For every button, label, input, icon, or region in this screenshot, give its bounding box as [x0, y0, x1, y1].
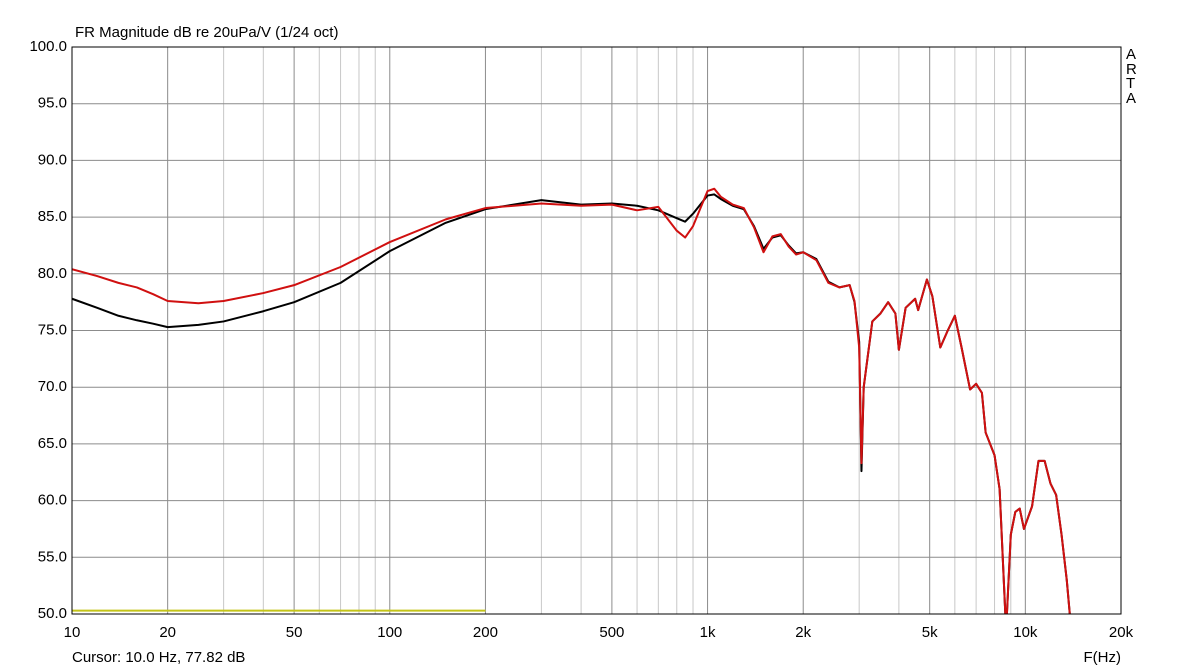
plot-area: [72, 187, 1071, 614]
y-tick-label: 90.0: [38, 151, 67, 168]
y-tick-label: 55.0: [38, 548, 67, 565]
x-tick-label: 200: [473, 624, 498, 641]
x-tick-label: 5k: [922, 624, 938, 641]
y-tick-label: 75.0: [38, 321, 67, 338]
y-tick-label: 60.0: [38, 492, 67, 509]
x-tick-label: 50: [286, 624, 303, 641]
plot-frame: [71, 46, 1122, 615]
x-tick-label: 500: [599, 624, 624, 641]
x-tick-label: 100: [377, 624, 402, 641]
y-tick-label: 70.0: [38, 378, 67, 395]
y-tick-label: 65.0: [38, 435, 67, 452]
y-tick-label: 85.0: [38, 208, 67, 225]
x-tick-label: 10k: [1013, 624, 1038, 641]
x-tick-label: 20k: [1109, 624, 1134, 641]
chart-title: FR Magnitude dB re 20uPa/V (1/24 oct): [75, 24, 338, 41]
x-tick-label: 1k: [700, 624, 716, 641]
y-tick-label: 100.0: [29, 38, 67, 55]
y-tick-label: 80.0: [38, 265, 67, 282]
x-tick-label: 10: [64, 624, 81, 641]
y-tick-label: 50.0: [38, 605, 67, 622]
x-axis-label: F(Hz): [1084, 649, 1122, 666]
y-tick-label: 95.0: [38, 95, 67, 112]
x-tick-label: 2k: [795, 624, 811, 641]
x-tick-label: 20: [159, 624, 176, 641]
series-line: [72, 193, 1071, 614]
series-line: [72, 187, 1071, 614]
watermark: ARTA: [1126, 46, 1137, 107]
cursor-readout: Cursor: 10.0 Hz, 77.82 dB: [72, 649, 245, 666]
